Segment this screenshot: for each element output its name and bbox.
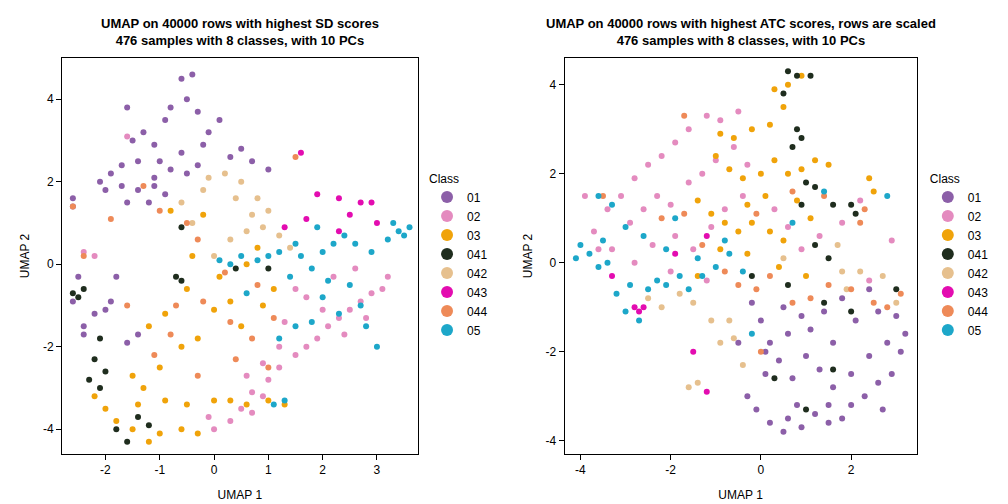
svg-text:Class: Class <box>930 172 960 186</box>
svg-text:042: 042 <box>467 267 487 281</box>
svg-text:2: 2 <box>848 463 855 477</box>
svg-text:042: 042 <box>968 267 988 281</box>
svg-text:01: 01 <box>968 191 982 205</box>
svg-text:UMAP on 40000 rows with highes: UMAP on 40000 rows with highest SD score… <box>101 16 379 48</box>
svg-text:044: 044 <box>968 305 988 319</box>
svg-text:UMAP 2: UMAP 2 <box>521 233 535 278</box>
svg-text:03: 03 <box>968 229 982 243</box>
svg-text:0: 0 <box>550 256 557 270</box>
svg-text:UMAP on 40000 rows with highes: UMAP on 40000 rows with highest ATC scor… <box>546 16 936 48</box>
svg-text:1: 1 <box>265 463 272 477</box>
svg-text:03: 03 <box>467 229 481 243</box>
svg-text:041: 041 <box>968 248 988 262</box>
svg-text:041: 041 <box>467 248 487 262</box>
svg-text:0: 0 <box>211 463 218 477</box>
svg-text:-2: -2 <box>43 340 54 354</box>
svg-text:UMAP 2: UMAP 2 <box>18 233 32 278</box>
svg-text:05: 05 <box>467 324 481 338</box>
svg-text:4: 4 <box>47 92 54 106</box>
svg-text:2: 2 <box>319 463 326 477</box>
svg-text:0: 0 <box>47 257 54 271</box>
svg-text:043: 043 <box>968 286 988 300</box>
svg-text:-4: -4 <box>43 422 54 436</box>
svg-text:02: 02 <box>467 210 481 224</box>
svg-text:0: 0 <box>758 463 765 477</box>
svg-text:Class: Class <box>429 172 459 186</box>
svg-text:-2: -2 <box>100 463 111 477</box>
svg-text:2: 2 <box>550 167 557 181</box>
svg-text:-1: -1 <box>154 463 165 477</box>
svg-text:-2: -2 <box>546 345 557 359</box>
svg-text:05: 05 <box>968 324 982 338</box>
svg-text:01: 01 <box>467 191 481 205</box>
svg-text:044: 044 <box>467 305 487 319</box>
svg-text:UMAP 1: UMAP 1 <box>218 488 263 502</box>
svg-text:4: 4 <box>550 78 557 92</box>
svg-text:-2: -2 <box>665 463 676 477</box>
svg-text:3: 3 <box>374 463 381 477</box>
svg-text:2: 2 <box>47 175 54 189</box>
svg-text:043: 043 <box>467 286 487 300</box>
svg-text:02: 02 <box>968 210 982 224</box>
svg-text:-4: -4 <box>575 463 586 477</box>
svg-text:-4: -4 <box>546 434 557 448</box>
svg-text:UMAP 1: UMAP 1 <box>718 488 763 502</box>
